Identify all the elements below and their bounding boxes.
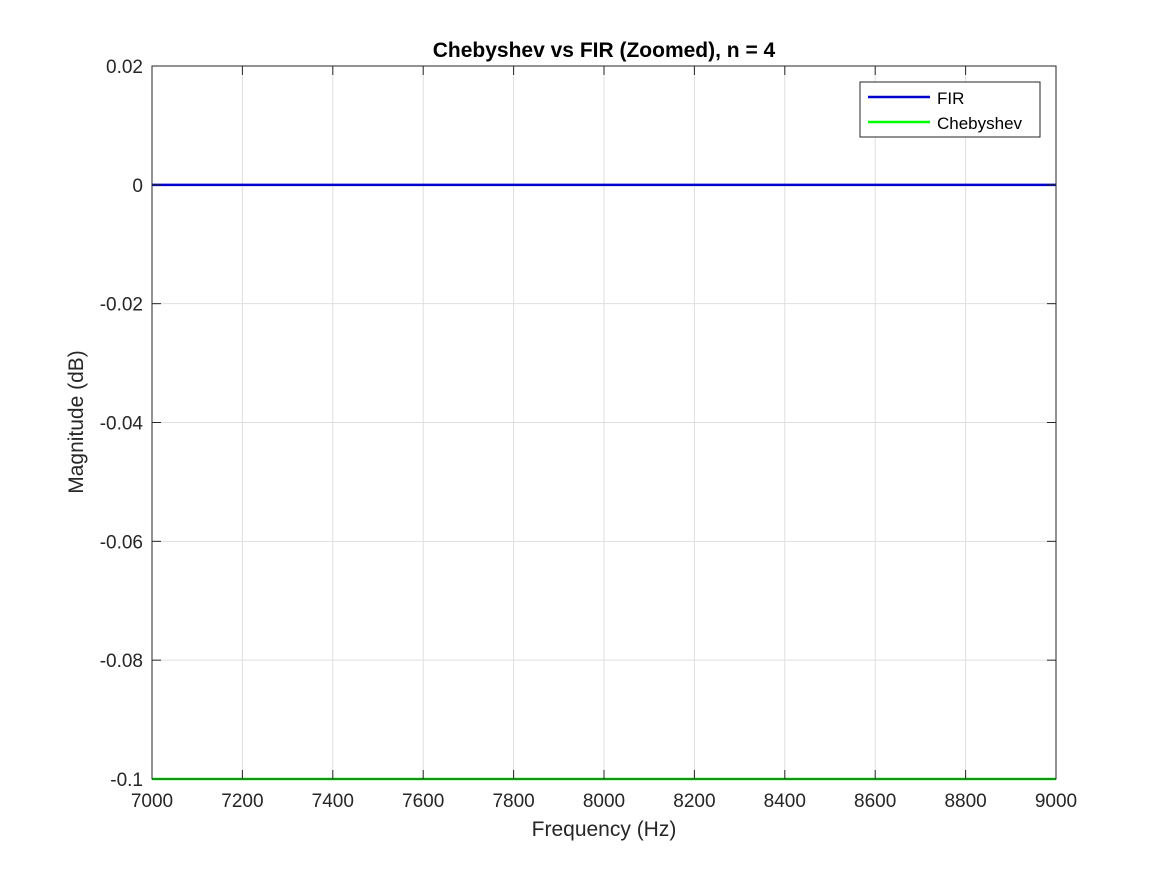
- y-tick-label: 0.02: [106, 57, 143, 78]
- grid: [151, 65, 1057, 780]
- legend: FIR Chebyshev: [859, 81, 1041, 138]
- x-tick-label: 7000: [131, 791, 173, 812]
- chart-title: Chebyshev vs FIR (Zoomed), n = 4: [433, 39, 776, 62]
- y-tick-label: 0: [132, 176, 143, 197]
- x-tick-label: 7400: [312, 791, 354, 812]
- y-tick-label: -0.1: [110, 770, 143, 791]
- x-tick-label: 7800: [492, 791, 534, 812]
- x-tick-label: 8600: [854, 791, 896, 812]
- y-tick-label: -0.02: [100, 295, 143, 316]
- y-tick-label: -0.04: [100, 414, 144, 435]
- axis-ticks: [151, 65, 1057, 780]
- x-tick-label: 8200: [673, 791, 715, 812]
- x-tick-label: 9000: [1035, 791, 1077, 812]
- legend-box: [859, 81, 1041, 138]
- legend-label-chebyshev: Chebyshev: [937, 114, 1023, 133]
- y-axis-label: Magnitude (dB): [65, 350, 88, 494]
- y-tick-labels: -0.1 -0.08 -0.06 -0.04 -0.02 0 0.02: [100, 57, 144, 791]
- x-axis-label: Frequency (Hz): [532, 818, 677, 841]
- x-tick-label: 8000: [583, 791, 625, 812]
- x-tick-label: 7600: [402, 791, 444, 812]
- y-tick-label: -0.08: [100, 651, 143, 672]
- y-tick-label: -0.06: [100, 532, 143, 553]
- legend-label-fir: FIR: [937, 89, 964, 108]
- x-tick-label: 8400: [764, 791, 806, 812]
- x-tick-label: 7200: [221, 791, 263, 812]
- x-tick-label: 8800: [944, 791, 986, 812]
- x-tick-labels: 7000 7200 7400 7600 7800 8000 8200 8400 8600 8800…: [131, 791, 1077, 812]
